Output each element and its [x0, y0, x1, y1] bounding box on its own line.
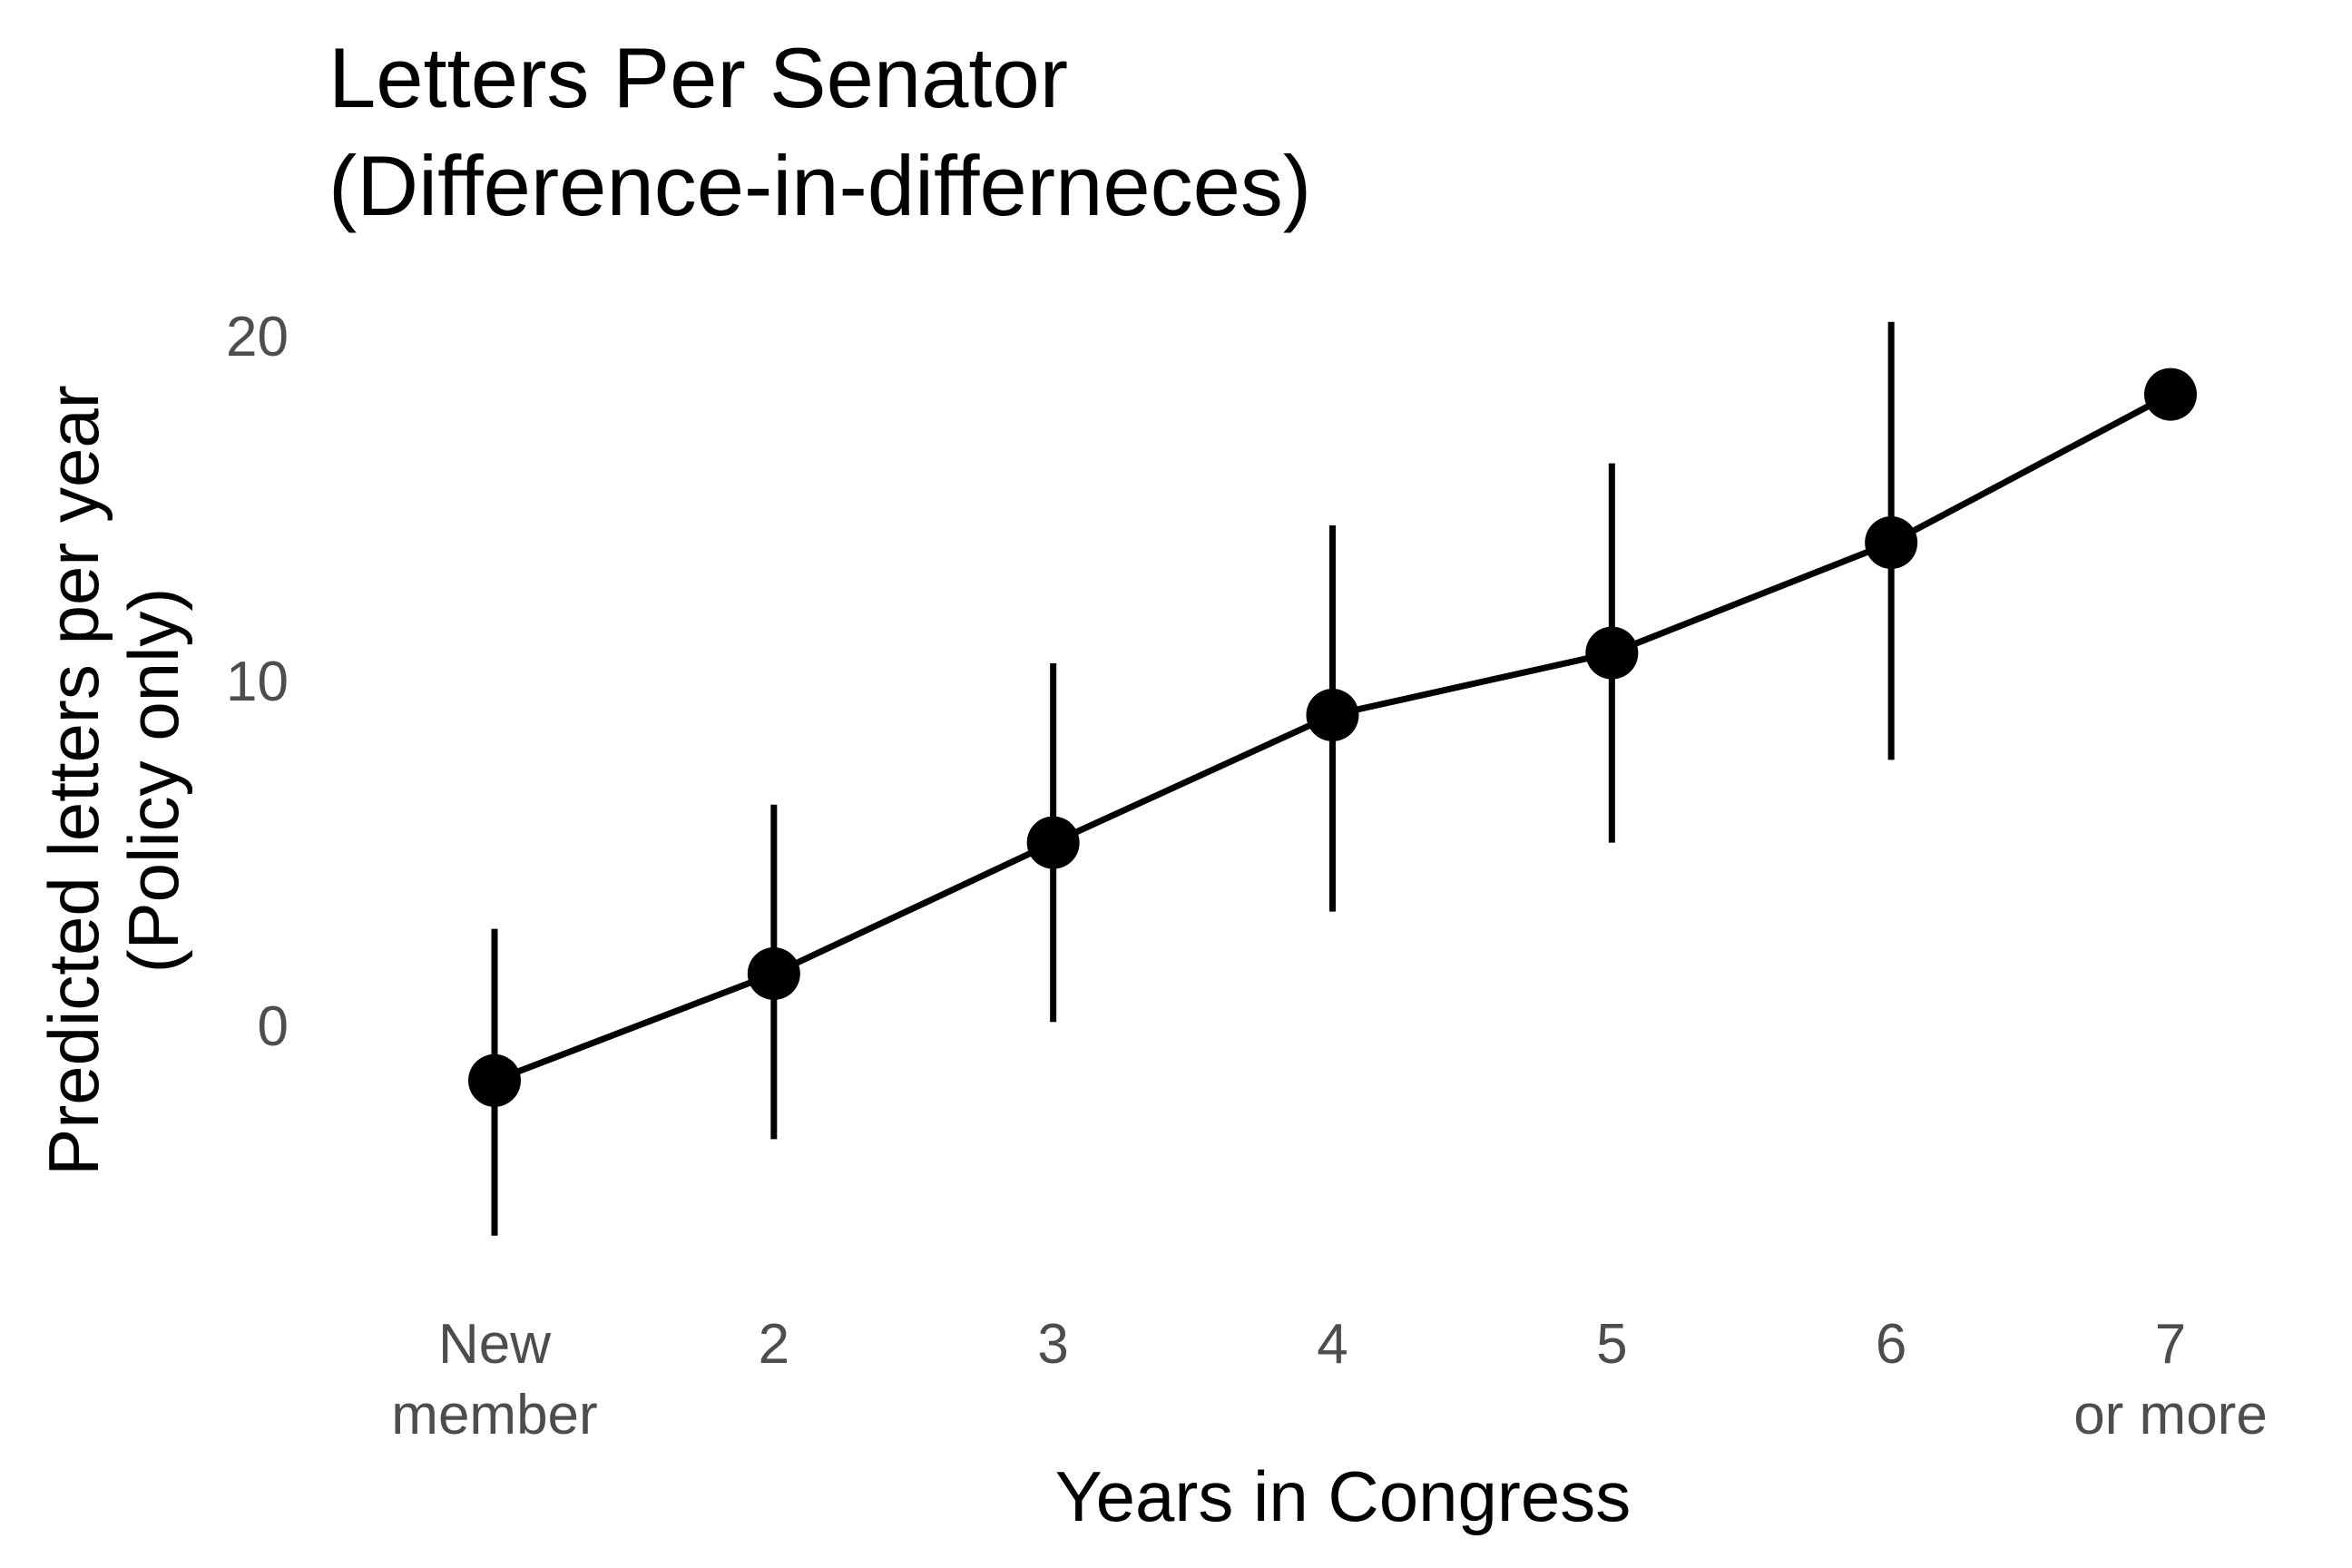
data-points — [468, 368, 2197, 1107]
y-axis-title-line2: (Policy only) — [113, 588, 193, 974]
y-tick-label: 10 — [226, 651, 289, 713]
y-axis-title: Predicted letters per year (Policy only) — [34, 385, 193, 1175]
x-tick-label: or more — [2073, 1384, 2268, 1446]
chart-subtitle: (Difference-in-differneces) — [328, 138, 1311, 233]
data-point — [747, 947, 800, 1000]
data-point — [2144, 368, 2197, 421]
x-tick-label: member — [391, 1384, 597, 1446]
y-axis-title-line1: Predicted letters per year — [34, 385, 113, 1175]
x-tick-label: 2 — [759, 1313, 789, 1376]
y-tick-label: 20 — [226, 306, 289, 368]
x-tick-label: 7 — [2155, 1313, 2186, 1376]
data-point — [1865, 516, 1918, 569]
x-tick-label: 3 — [1037, 1313, 1068, 1376]
x-tick-label: 6 — [1876, 1313, 1906, 1376]
data-point — [468, 1054, 521, 1107]
x-tick-label: 4 — [1317, 1313, 1348, 1376]
y-axis-ticks: 0 10 20 — [226, 306, 289, 1058]
x-tick-label: New — [438, 1313, 551, 1376]
x-tick-label: 5 — [1596, 1313, 1627, 1376]
data-point — [1026, 816, 1080, 869]
chart-title: Letters Per Senator — [328, 30, 1068, 125]
data-point — [1585, 626, 1639, 680]
x-axis-title: Years in Congress — [1055, 1456, 1631, 1536]
data-point — [1306, 689, 1359, 741]
x-axis-ticks: New member 2 3 4 5 6 7 or more — [391, 1313, 2268, 1446]
y-tick-label: 0 — [258, 995, 289, 1058]
